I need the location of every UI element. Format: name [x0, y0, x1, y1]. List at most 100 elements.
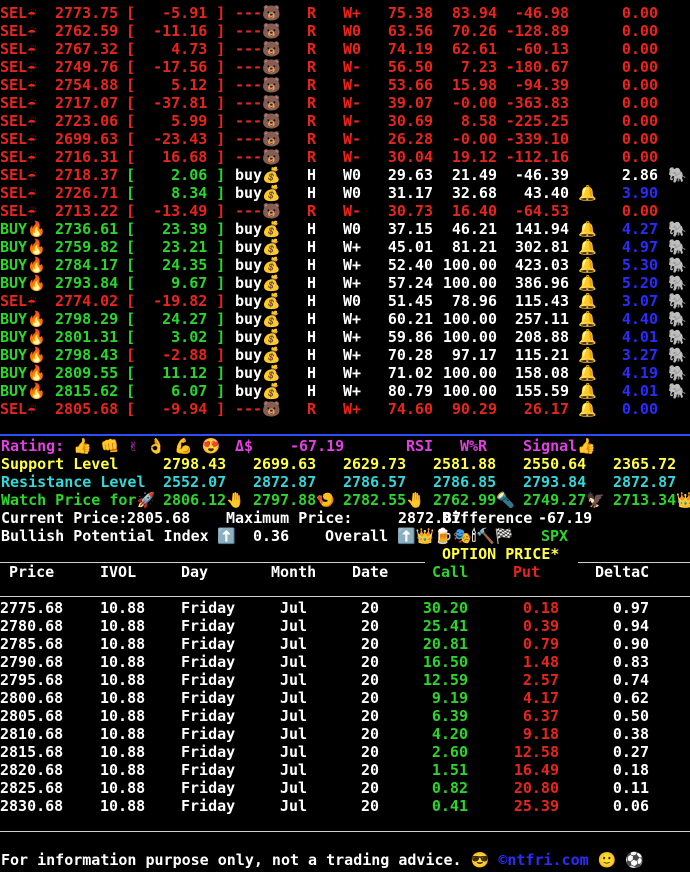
rsi: 53.66 [387, 76, 433, 94]
action: ---🐻 [235, 112, 281, 130]
wave: W+ [343, 310, 362, 328]
trend: H [307, 256, 317, 274]
price: 2717.07 [55, 94, 119, 112]
cell: Friday [181, 653, 236, 671]
change: [ -5.91 ] [126, 4, 226, 22]
signal-value: -180.67 [505, 58, 569, 76]
icon: 🐘 [668, 238, 687, 256]
signal-value: 141.94 [514, 220, 569, 238]
bell: 🔔 [578, 328, 597, 346]
cell: 10.88 [100, 779, 146, 797]
action: ---🐻 [235, 148, 281, 166]
change: [ 8.34 ] [126, 184, 226, 202]
action: buy💰 [235, 328, 281, 346]
bell: 🔔 [578, 220, 597, 238]
williams-r: 100.00 [442, 256, 497, 274]
action: buy💰 [235, 364, 281, 382]
site-link[interactable]: ©ntfri.com [498, 851, 589, 869]
bell: 🔔 [578, 346, 597, 364]
price: 2798.29 [55, 310, 119, 328]
column-header: IVOL [100, 563, 137, 581]
wave: W- [343, 58, 362, 76]
cell: 0.79 [522, 635, 559, 653]
wave: W+ [343, 256, 362, 274]
action: ---🐻 [235, 58, 281, 76]
trend: H [307, 382, 317, 400]
cell: 6.39 [431, 707, 468, 725]
score: 4.01 [621, 328, 658, 346]
level-value: 2806.12🤚 [163, 491, 245, 509]
signal: SEL☔ [0, 22, 37, 40]
score: 2.86 [621, 166, 658, 184]
price: 2767.32 [55, 40, 119, 58]
cell: Jul [280, 743, 308, 761]
cell: Jul [280, 689, 308, 707]
cell: Jul [280, 761, 308, 779]
cell: 10.88 [100, 671, 146, 689]
action: buy💰 [235, 310, 281, 328]
emoji: 😎 [470, 851, 490, 869]
score: 0.00 [621, 148, 658, 166]
action: buy💰 [235, 292, 281, 310]
signal-value: -60.13 [514, 40, 569, 58]
trend: R [307, 130, 317, 148]
rsi: 59.86 [387, 328, 433, 346]
column-header: Price [9, 563, 55, 581]
williams-r: 19.12 [451, 148, 497, 166]
signal-value: 302.81 [514, 238, 569, 256]
cell: Friday [181, 671, 236, 689]
cell: 2830.68 [0, 797, 64, 815]
price: 2774.02 [55, 292, 119, 310]
price: 2793.84 [55, 274, 119, 292]
change: [ -19.82 ] [126, 292, 226, 310]
trend: H [307, 310, 317, 328]
signal-value: 155.59 [514, 382, 569, 400]
signal-value: 115.43 [514, 292, 569, 310]
williams-r: 15.98 [451, 76, 497, 94]
cell: 10.88 [100, 599, 146, 617]
signal-value: 386.96 [514, 274, 569, 292]
trend: R [307, 76, 317, 94]
williams-r: 100.00 [442, 310, 497, 328]
williams-r: 100.00 [442, 328, 497, 346]
signal-value: 43.40 [523, 184, 569, 202]
action: buy💰 [235, 274, 281, 292]
bell: 🔔 [578, 382, 597, 400]
change: [ 23.39 ] [126, 220, 226, 238]
rsi: 45.01 [387, 238, 433, 256]
signal-value: 208.88 [514, 328, 569, 346]
action: ---🐻 [235, 202, 281, 220]
score: 0.00 [621, 202, 658, 220]
cell: 0.74 [612, 671, 649, 689]
change: [ 24.35 ] [126, 256, 226, 274]
williams-r: 81.21 [451, 238, 497, 256]
trend: H [307, 364, 317, 382]
cell: 20 [361, 635, 380, 653]
wave: W+ [343, 346, 362, 364]
rsi: 30.04 [387, 148, 433, 166]
icon: 🐘 [668, 382, 687, 400]
level-value: 2581.88 [433, 455, 497, 473]
rsi: 74.60 [387, 400, 433, 418]
action: buy💰 [235, 256, 281, 274]
icon: 🐘 [668, 310, 687, 328]
column-header: Put [513, 563, 541, 581]
cell: Jul [280, 635, 308, 653]
score: 4.40 [621, 310, 658, 328]
delta-symbol: Δ$ [235, 437, 254, 455]
wave: W0 [343, 40, 362, 58]
wave: W- [343, 112, 362, 130]
column-header: Month [271, 563, 317, 581]
cell: Friday [181, 779, 236, 797]
cell: Friday [181, 743, 236, 761]
cell: Friday [181, 707, 236, 725]
change: [ -11.16 ] [126, 22, 226, 40]
wave: W- [343, 202, 362, 220]
cell: Jul [280, 671, 308, 689]
cell: Jul [280, 599, 308, 617]
rsi: 37.15 [387, 220, 433, 238]
cell: 10.88 [100, 797, 146, 815]
cell: 2820.68 [0, 761, 64, 779]
williams-r: 62.61 [451, 40, 497, 58]
price: 2716.31 [55, 148, 119, 166]
